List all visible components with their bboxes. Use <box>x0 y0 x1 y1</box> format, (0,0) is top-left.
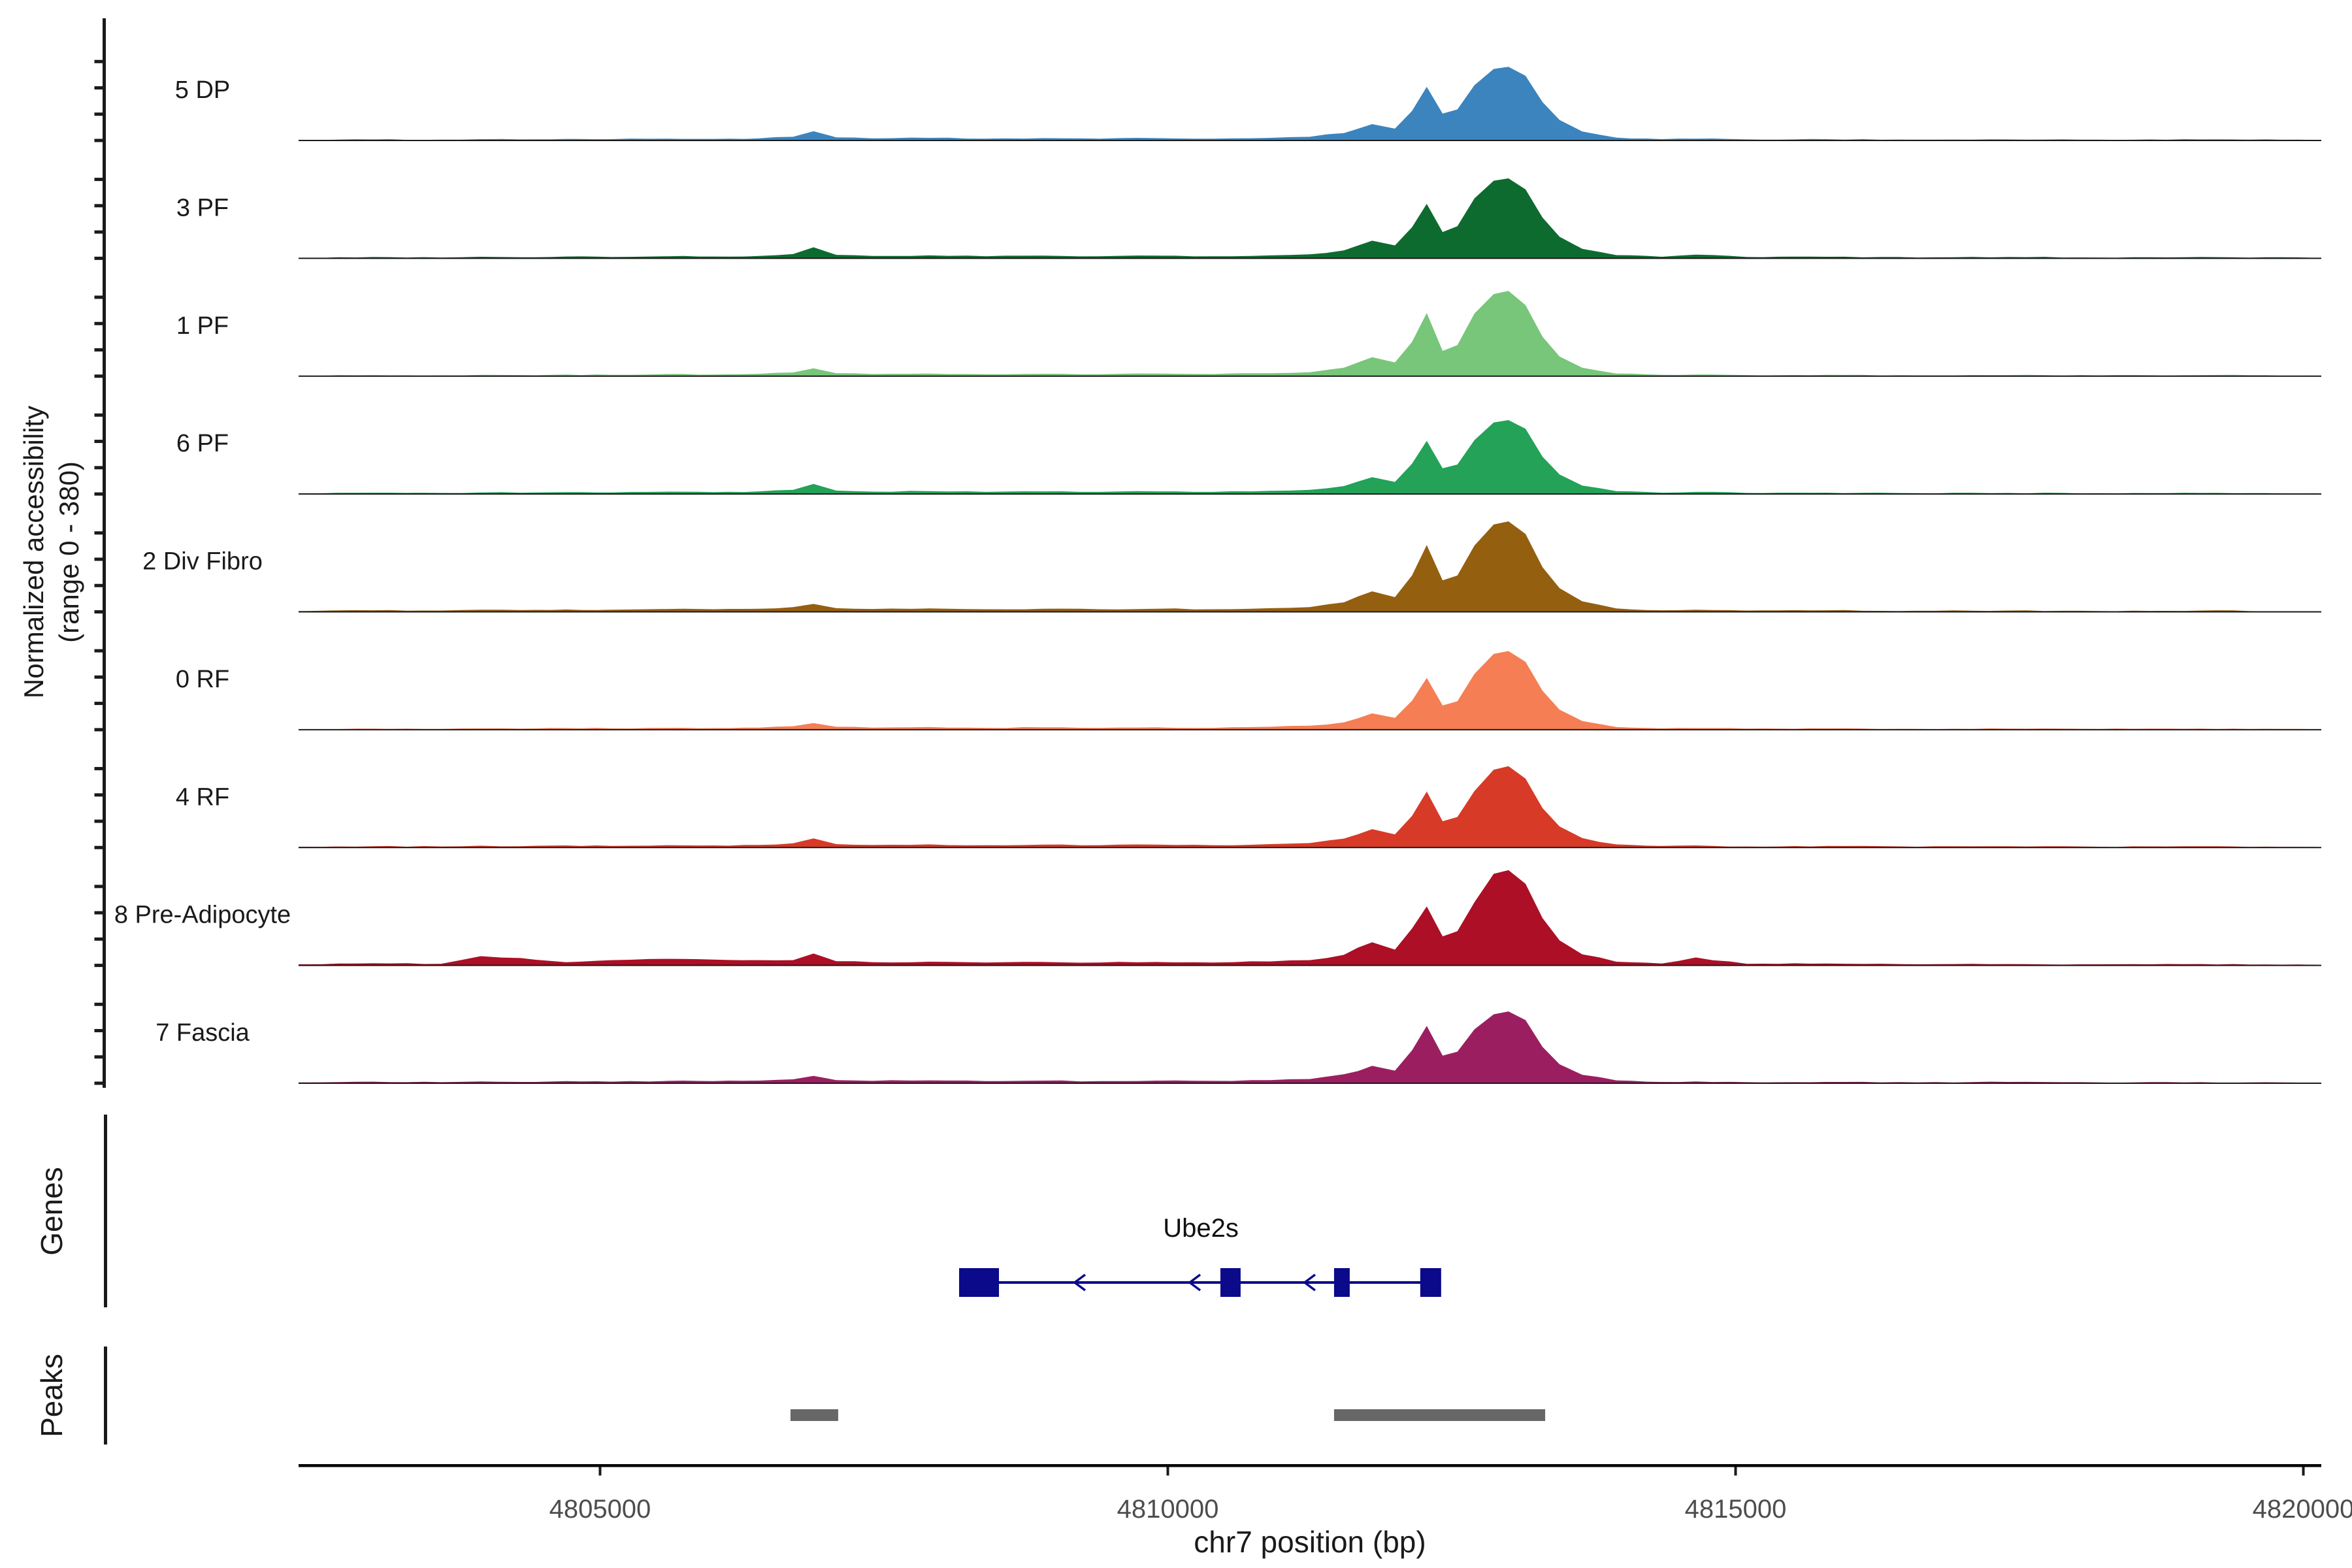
accessibility-axis-group <box>94 18 106 1088</box>
track-label-7-fascia: 7 Fascia <box>155 1019 250 1047</box>
peaks-group <box>104 1347 1546 1445</box>
x-axis-tick-label: 4820000 <box>2253 1495 2352 1524</box>
coverage-area-8-pre-adipocyte <box>299 870 2321 966</box>
x-axis-group: 4805000 4810000 4815000 4820000 <box>299 1464 2352 1524</box>
strand-arrow-icon <box>1188 1273 1201 1292</box>
gene-name-label: Ube2s <box>1163 1214 1239 1243</box>
coverage-area-4-rf <box>299 766 2321 848</box>
peak-interval <box>1333 1409 1546 1421</box>
track-label-1-pf: 1 PF <box>176 312 229 340</box>
track-label-6-pf: 6 PF <box>176 430 229 457</box>
track-label-3-pf: 3 PF <box>176 194 229 221</box>
gene-exon <box>1220 1268 1241 1297</box>
peaks-section-label: Peaks <box>35 1354 69 1437</box>
coverage-area-3-pf <box>299 178 2321 259</box>
x-axis-tick-label: 4810000 <box>1117 1495 1219 1524</box>
track-label-4-rf: 4 RF <box>176 783 229 811</box>
track-label-5-dp: 5 DP <box>175 76 230 104</box>
track-labels-group: 5 DP 3 PF 1 PF 6 PF 2 Div Fibro 0 RF 4 RF 8 Pre… <box>114 76 291 1047</box>
track-baselines-group <box>299 140 2321 1084</box>
strand-arrow-icon <box>1073 1273 1086 1292</box>
gene-exon <box>1333 1268 1350 1297</box>
y-axis-label-line2: (range 0 - 380) <box>54 461 84 643</box>
gene-annotation-group <box>104 1115 1441 1307</box>
y-axis-label-line1: Normalized accessibility <box>18 406 49 698</box>
coverage-area-1-pf <box>299 291 2321 376</box>
coverage-area-0-rf <box>299 651 2321 730</box>
peak-interval <box>790 1409 838 1421</box>
coverage-area-5-dp <box>299 67 2321 140</box>
track-label-2-div-fibro: 2 Div Fibro <box>142 548 263 576</box>
x-axis-label: chr7 position (bp) <box>1194 1525 1426 1559</box>
x-axis-line <box>299 1464 2321 1467</box>
x-axis-tick-label: 4815000 <box>1685 1495 1787 1524</box>
x-axis-tick-label: 4805000 <box>549 1495 651 1524</box>
track-label-0-rf: 0 RF <box>176 666 229 693</box>
coverage-area-2-div-fibro <box>299 521 2321 612</box>
genes-section-label: Genes <box>35 1167 69 1256</box>
coverage-areas-group <box>299 67 2321 1083</box>
gene-exon <box>1420 1268 1441 1297</box>
coverage-area-6-pf <box>299 420 2321 495</box>
gene-exon <box>959 1268 1000 1297</box>
track-label-8-pre-adipocyte: 8 Pre-Adipocyte <box>114 902 291 929</box>
strand-arrow-icon <box>1302 1273 1316 1292</box>
coverage-area-7-fascia <box>299 1011 2321 1083</box>
